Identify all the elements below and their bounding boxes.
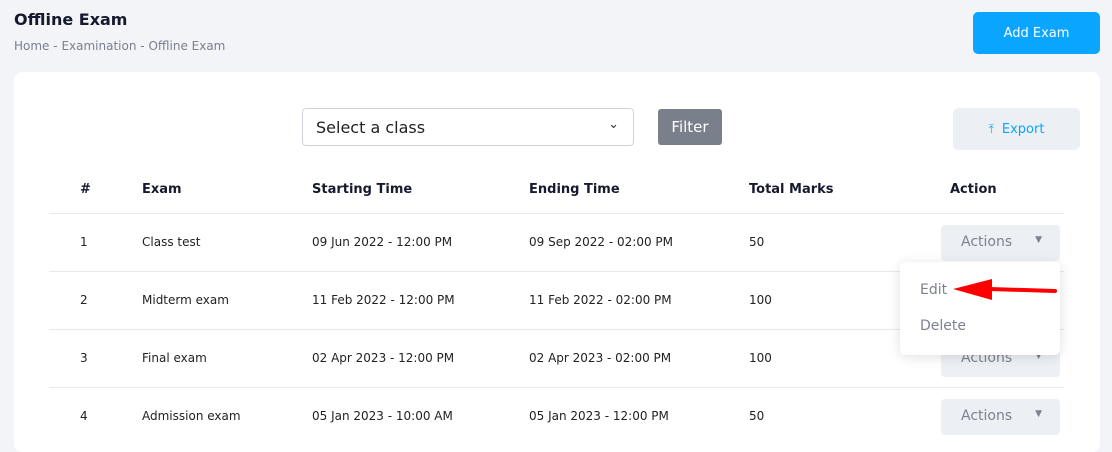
- cell-start: 05 Jan 2023 - 10:00 AM: [312, 409, 453, 423]
- cell-exam: Midterm exam: [142, 293, 229, 307]
- actions-button[interactable]: Actions ▼: [941, 225, 1060, 261]
- breadcrumb: Home - Examination - Offline Exam: [14, 39, 225, 53]
- filter-button[interactable]: Filter: [658, 109, 722, 145]
- cell-end: 02 Apr 2023 - 02:00 PM: [529, 351, 672, 365]
- cell-marks: 50: [749, 235, 765, 249]
- actions-button[interactable]: Actions ▼: [941, 399, 1060, 435]
- cell-exam: Class test: [142, 235, 201, 249]
- add-exam-button[interactable]: Add Exam: [973, 12, 1100, 54]
- column-header: Ending Time: [529, 182, 620, 197]
- class-select[interactable]: Select a class ⌄: [302, 108, 634, 146]
- cell-num: 4: [80, 409, 88, 423]
- cell-start: 11 Feb 2022 - 12:00 PM: [312, 293, 455, 307]
- separator: -: [140, 39, 145, 53]
- cell-marks: 100: [749, 351, 772, 365]
- cell-end: 09 Sep 2022 - 02:00 PM: [529, 235, 673, 249]
- page-title: Offline Exam: [14, 10, 128, 29]
- column-header: Action: [950, 182, 997, 197]
- column-header: Exam: [142, 182, 182, 197]
- column-header: #: [80, 182, 91, 197]
- actions-label: Actions: [961, 234, 1013, 250]
- upload-icon: ⤒: [988, 121, 994, 136]
- breadcrumb-current: Offline Exam: [148, 39, 226, 53]
- caret-down-icon: ▼: [1035, 351, 1042, 361]
- class-select-value: Select a class: [316, 118, 426, 137]
- chevron-down-icon: ⌄: [608, 117, 619, 132]
- divider: [49, 213, 1064, 214]
- cell-num: 3: [80, 351, 88, 365]
- caret-down-icon: ▼: [1035, 235, 1042, 245]
- column-header: Starting Time: [312, 182, 413, 197]
- export-button[interactable]: ⤒ Export: [953, 108, 1080, 150]
- divider: [49, 329, 1064, 330]
- cell-num: 2: [80, 293, 88, 307]
- cell-start: 02 Apr 2023 - 12:00 PM: [312, 351, 455, 365]
- menu-item-edit[interactable]: Edit: [920, 282, 948, 298]
- divider: [49, 271, 1064, 272]
- divider: [49, 387, 1064, 388]
- cell-marks: 100: [749, 293, 772, 307]
- cell-exam: Admission exam: [142, 409, 241, 423]
- column-header: Total Marks: [749, 182, 834, 197]
- cell-num: 1: [80, 235, 88, 249]
- cell-end: 11 Feb 2022 - 02:00 PM: [529, 293, 672, 307]
- separator: -: [53, 39, 58, 53]
- caret-down-icon: ▼: [1035, 409, 1042, 419]
- export-label: Export: [1001, 121, 1045, 137]
- cell-end: 05 Jan 2023 - 12:00 PM: [529, 409, 669, 423]
- cell-exam: Final exam: [142, 351, 207, 365]
- breadcrumb-examination[interactable]: Examination: [61, 39, 137, 53]
- menu-item-delete[interactable]: Delete: [920, 318, 966, 334]
- cell-start: 09 Jun 2022 - 12:00 PM: [312, 235, 453, 249]
- cell-marks: 50: [749, 409, 765, 423]
- actions-dropdown-menu: Edit Delete: [900, 262, 1060, 355]
- actions-label: Actions: [961, 408, 1013, 424]
- red-arrow-annotation: [953, 279, 1057, 300]
- breadcrumb-home[interactable]: Home: [14, 39, 50, 53]
